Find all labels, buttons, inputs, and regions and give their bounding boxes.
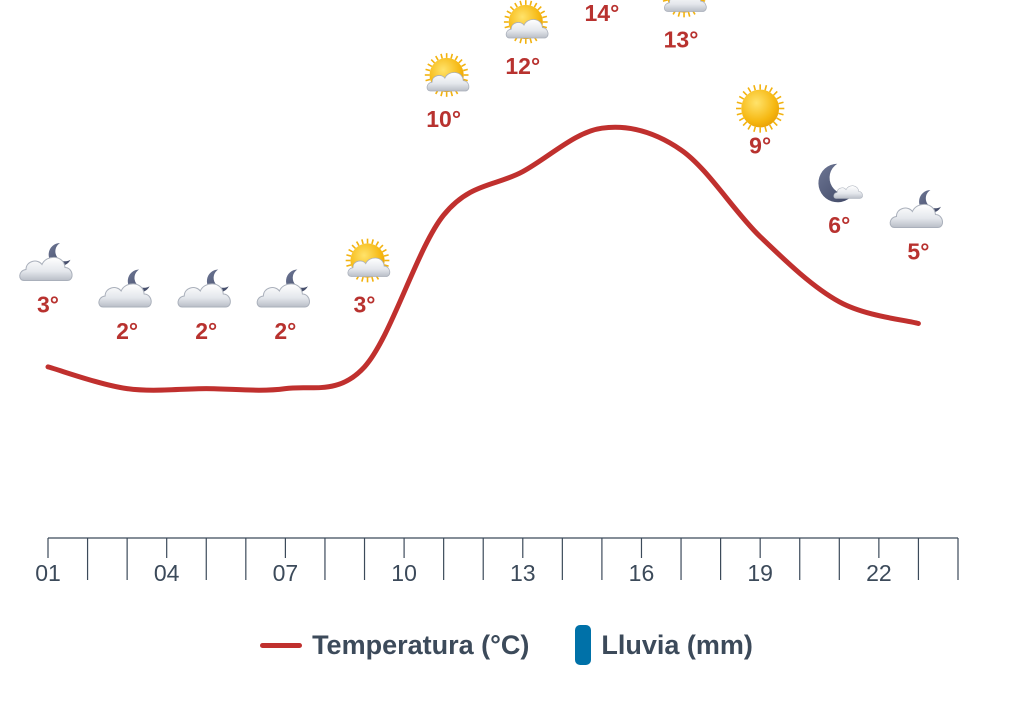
temperature-value-label: 14° [585, 0, 620, 26]
temperature-value-label: 12° [505, 53, 540, 79]
temperature-value-label: 10° [426, 106, 461, 132]
x-tick-label: 10 [391, 560, 417, 586]
moon-icon [818, 163, 863, 203]
temperature-value-label: 3° [354, 292, 376, 318]
temperature-value-label: 2° [195, 318, 217, 344]
sun-icon [736, 84, 785, 133]
x-tick-label: 13 [510, 560, 536, 586]
x-tick-label: 22 [866, 560, 892, 586]
legend-label-lluvia: Lluvia (mm) [601, 629, 753, 660]
cloud-moon-icon [98, 269, 152, 308]
x-tick-label: 19 [747, 560, 773, 586]
legend-item-temperatura[interactable]: Temperatura (°C) [260, 630, 529, 661]
temperature-value-label: 3° [37, 292, 59, 318]
cloud-moon-icon [889, 189, 943, 228]
cloud-moon-icon [256, 269, 310, 308]
x-tick-label: 16 [629, 560, 655, 586]
temperature-value-label: 13° [664, 27, 699, 53]
cloud-sun-icon [424, 53, 470, 97]
x-tick-label: 04 [154, 560, 180, 586]
legend-item-lluvia[interactable]: Lluvia (mm) [575, 625, 753, 665]
x-tick-label: 01 [35, 560, 61, 586]
chart-legend: Temperatura (°C) Lluvia (mm) [0, 620, 1013, 670]
cloud-moon-icon [177, 269, 231, 308]
temperature-value-label: 6° [828, 212, 850, 238]
temperature-value-label: 9° [749, 133, 771, 159]
temperature-value-label: 5° [907, 239, 929, 265]
temperature-value-label: 2° [116, 318, 138, 344]
cloud-sun-icon [345, 238, 391, 283]
cloud-sun-icon [503, 0, 549, 44]
temperature-series-line [45, 124, 921, 393]
x-tick-label: 07 [273, 560, 299, 586]
cloud-sun-icon [662, 0, 707, 18]
legend-bar-swatch [575, 625, 592, 665]
legend-label-temperatura: Temperatura (°C) [312, 629, 530, 660]
legend-line-swatch [260, 642, 303, 648]
cloud-moon-icon [19, 242, 73, 281]
temperature-value-label: 2° [274, 318, 296, 344]
